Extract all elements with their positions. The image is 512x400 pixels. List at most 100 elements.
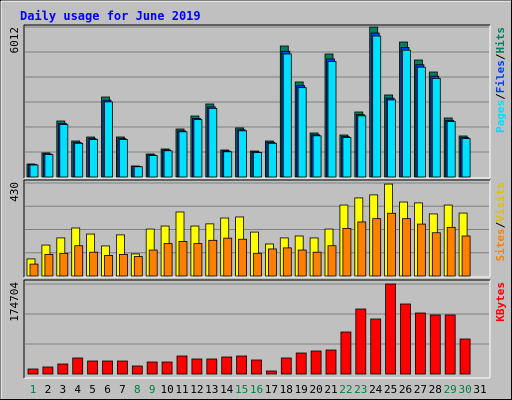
- bar: [282, 247, 292, 277]
- legend-entry: Pages: [494, 100, 507, 133]
- bar: [89, 139, 98, 178]
- x-tick-label: 15: [235, 383, 248, 396]
- bar: [27, 368, 39, 375]
- bar: [59, 252, 69, 277]
- bar: [325, 349, 337, 375]
- bar: [429, 314, 441, 375]
- bar: [357, 115, 367, 178]
- bar: [402, 218, 411, 277]
- x-tick-label: 27: [414, 383, 427, 396]
- legend-entry: Sites: [494, 228, 507, 261]
- x-tick-label: 9: [149, 383, 156, 396]
- bar: [74, 245, 84, 277]
- bar: [206, 358, 218, 375]
- bar: [193, 243, 203, 277]
- bar: [295, 352, 307, 375]
- bar: [193, 119, 203, 178]
- bar: [146, 361, 158, 375]
- bar: [312, 251, 322, 277]
- bar: [342, 228, 352, 277]
- legend: Sites/Visits: [494, 182, 507, 262]
- bar: [267, 248, 277, 277]
- bar: [133, 166, 143, 178]
- bar: [236, 355, 248, 375]
- x-tick-label: 4: [74, 383, 81, 396]
- bar: [400, 303, 411, 375]
- bar: [191, 358, 203, 375]
- bar: [148, 249, 158, 277]
- bar: [208, 239, 218, 277]
- bar: [223, 151, 233, 178]
- bar: [44, 253, 54, 277]
- legend-entry: Files: [494, 60, 507, 93]
- bar: [208, 107, 218, 178]
- bar: [178, 131, 188, 178]
- bar: [251, 359, 262, 375]
- bar: [238, 130, 248, 178]
- x-tick-label: 13: [205, 383, 218, 396]
- bar: [57, 363, 69, 375]
- bar: [342, 137, 352, 178]
- bar: [370, 318, 382, 375]
- bar: [44, 154, 54, 178]
- bar: [267, 142, 277, 178]
- bar: [414, 312, 426, 375]
- bar: [104, 255, 113, 277]
- bar: [431, 232, 441, 277]
- bar: [176, 355, 188, 375]
- bar: [385, 283, 397, 375]
- bar: [372, 218, 382, 277]
- x-tick-label: 20: [309, 383, 322, 396]
- bar: [282, 53, 292, 178]
- x-tick-label: 19: [295, 383, 308, 396]
- x-tick-label: 16: [250, 383, 263, 396]
- bar: [221, 356, 233, 375]
- legend-separator: /: [494, 93, 507, 100]
- bar: [402, 49, 411, 178]
- bar: [119, 253, 128, 277]
- x-tick-label: 5: [89, 383, 96, 396]
- bar: [297, 87, 307, 178]
- legend-entry: KBytes: [494, 282, 507, 322]
- bar: [87, 360, 98, 375]
- bar: [461, 138, 471, 178]
- bar: [133, 256, 143, 277]
- x-tick-label: 30: [458, 383, 471, 396]
- x-tick-label: 11: [175, 383, 188, 396]
- legend: Pages/Files/Hits: [494, 27, 507, 133]
- bar: [163, 243, 173, 277]
- bar: [223, 237, 233, 277]
- bar: [312, 135, 322, 178]
- x-tick-label: 26: [399, 383, 412, 396]
- chart-title: Daily usage for June 2019: [20, 9, 201, 23]
- bar: [372, 35, 382, 178]
- bar: [178, 240, 188, 277]
- x-tick-label: 21: [324, 383, 337, 396]
- bar: [253, 152, 262, 178]
- bar: [446, 226, 456, 277]
- x-tick-label: 22: [339, 383, 352, 396]
- y-tick-label: 6012: [8, 27, 21, 54]
- bar: [29, 164, 39, 178]
- bar: [119, 139, 128, 178]
- bar: [327, 61, 337, 178]
- bar: [74, 142, 84, 178]
- legend: KBytes: [494, 282, 507, 322]
- bar: [102, 360, 113, 375]
- bar: [387, 99, 397, 178]
- bar: [131, 365, 143, 375]
- bar: [280, 357, 292, 375]
- bar: [238, 238, 248, 277]
- bar: [327, 245, 337, 277]
- x-tick-label: 8: [134, 383, 141, 396]
- bar: [161, 361, 173, 375]
- y-tick-label: 430: [8, 182, 21, 202]
- x-tick-label: 2: [45, 383, 52, 396]
- bar: [297, 249, 307, 277]
- bar: [340, 331, 352, 375]
- bar: [117, 360, 128, 375]
- bar: [387, 212, 397, 277]
- bar: [461, 235, 471, 277]
- bar: [355, 308, 367, 375]
